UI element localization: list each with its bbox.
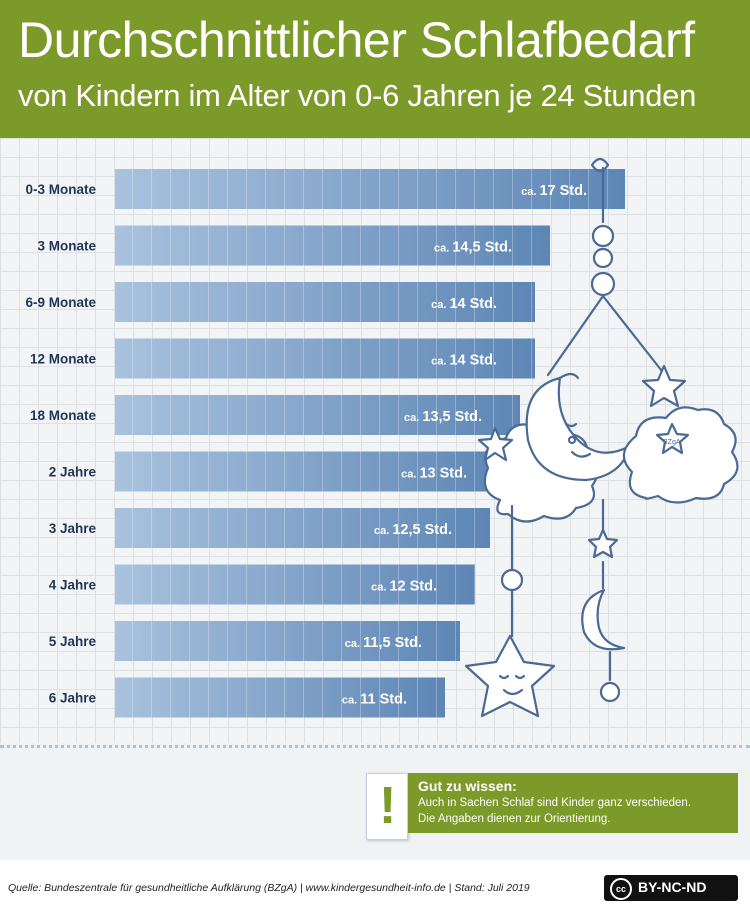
star-icon (477, 426, 514, 462)
note-line-1: Auch in Sachen Schlaf sind Kinder ganz v… (418, 797, 691, 809)
baby-mobile-illustration: BZgA (464, 157, 739, 718)
note-line-2: Die Angaben dienen zur Orientierung. (418, 813, 611, 825)
license-text: BY-NC-ND (638, 879, 707, 895)
value-text: 13,5 Std. (422, 409, 482, 425)
category-label: 3 Monate (37, 239, 96, 254)
value-label: ca. 12,5 Std. (374, 522, 452, 538)
source-text: Quelle: Bundeszentrale für gesundheitlic… (8, 882, 530, 894)
value-text: 13 Std. (419, 466, 467, 482)
category-label: 12 Monate (30, 352, 97, 367)
value-label: ca. 14 Std. (431, 353, 497, 369)
value-prefix: ca. (371, 582, 389, 594)
value-prefix: ca. (434, 243, 452, 255)
value-text: 12 Std. (389, 579, 437, 595)
value-label: ca. 12 Std. (371, 579, 437, 595)
value-prefix: ca. (431, 299, 449, 311)
moon-icon (581, 588, 626, 651)
star-icon (464, 634, 556, 718)
page-title: Durchschnittlicher Schlafbedarf (18, 12, 695, 68)
header: Durchschnittlicher Schlafbedarf von Kind… (0, 0, 750, 138)
value-prefix: ca. (345, 638, 363, 650)
bar-texture (115, 225, 550, 266)
page-subtitle: von Kindern im Alter von 0-6 Jahren je 2… (18, 78, 697, 113)
value-text: 14 Std. (449, 296, 497, 312)
value-prefix: ca. (342, 695, 360, 707)
value-prefix: ca. (521, 186, 539, 198)
category-label: 2 Jahre (49, 465, 97, 480)
bar-texture (115, 169, 625, 209)
value-prefix: ca. (401, 469, 419, 481)
value-label: ca. 17 Std. (521, 183, 587, 199)
footer: Quelle: Bundeszentrale für gesundheitlic… (0, 860, 750, 914)
bar-texture (115, 395, 520, 435)
cc-icon: cc (610, 878, 632, 900)
value-label: ca. 11,5 Std. (345, 635, 422, 651)
value-text: 17 Std. (539, 183, 587, 199)
value-label: ca. 14 Std. (431, 296, 497, 312)
bars: 0-3 Monate ca. 17 Std. 3 Monate ca. 14,5 St… (25, 169, 625, 718)
bead-icon (590, 224, 616, 297)
info-note: ! Gut zu wissen: Auch in Sachen Schlaf s… (366, 773, 738, 840)
value-label: ca. 13,5 Std. (404, 409, 482, 425)
value-label: ca. 14,5 Std. (434, 240, 512, 256)
bar-texture (115, 451, 505, 492)
value-prefix: ca. (431, 356, 449, 368)
bar-texture (115, 282, 535, 322)
exclamation-icon: ! (366, 773, 408, 840)
value-label: ca. 11 Std. (342, 692, 407, 708)
category-label: 6 Jahre (49, 691, 97, 706)
moon-icon (525, 376, 632, 482)
bar-chart: 0-3 Monate ca. 17 Std. 3 Monate ca. 14,5 St… (25, 169, 625, 718)
category-label: 18 Monate (30, 408, 97, 423)
category-label: 6-9 Monate (25, 295, 96, 310)
value-prefix: ca. (374, 525, 392, 537)
note-title: Gut zu wissen: (418, 778, 517, 794)
category-label: 5 Jahre (49, 634, 97, 649)
value-text: 12,5 Std. (392, 522, 452, 538)
value-label: ca. 13 Std. (401, 466, 467, 482)
bar-texture (115, 677, 445, 718)
category-label: 3 Jahre (49, 521, 97, 536)
value-text: 14,5 Std. (452, 240, 512, 256)
value-text: 11 Std. (360, 692, 407, 708)
note-box: Gut zu wissen: Auch in Sachen Schlaf sin… (408, 773, 738, 833)
bar-texture (115, 564, 475, 605)
value-prefix: ca. (404, 412, 422, 424)
value-text: 14 Std. (449, 353, 497, 369)
mobile-badge: BZgA (663, 439, 681, 446)
value-text: 11,5 Std. (363, 635, 422, 651)
hang-loop-icon (590, 157, 610, 173)
cloud-icon (622, 406, 739, 504)
bar-texture (115, 508, 490, 548)
category-label: 4 Jahre (49, 578, 97, 593)
category-label: 0-3 Monate (25, 182, 96, 197)
star-icon (641, 364, 687, 408)
star-icon (655, 422, 690, 455)
bar-texture (115, 621, 460, 661)
star-icon (587, 528, 619, 559)
dotted-divider (0, 745, 750, 748)
bar-texture (115, 338, 535, 379)
license-badge: cc BY-NC-ND (604, 875, 738, 901)
